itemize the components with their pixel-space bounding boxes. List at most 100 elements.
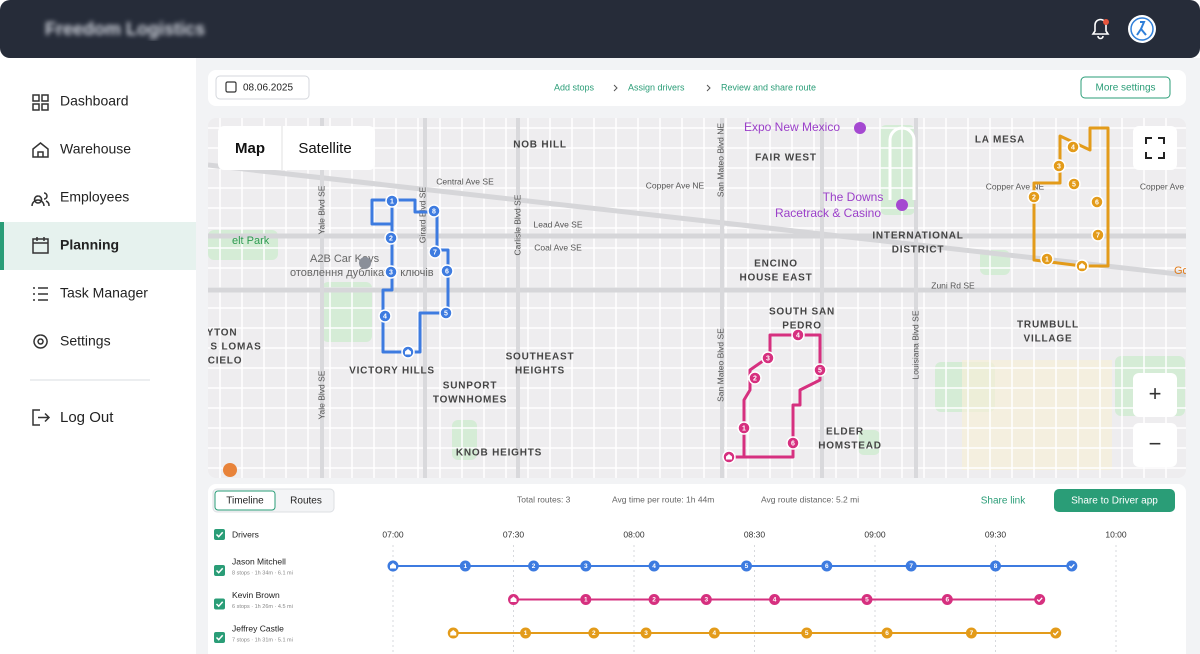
map-label: elt Park	[232, 235, 270, 247]
route-stop[interactable]	[1091, 228, 1105, 242]
share-link[interactable]: Share link	[981, 496, 1026, 507]
stop-marker[interactable]	[648, 560, 660, 572]
share-button-label[interactable]: Share to Driver app	[1071, 496, 1158, 507]
more-settings-label[interactable]: More settings	[1095, 83, 1155, 94]
date[interactable]: 08.06.2025	[243, 83, 293, 94]
logout[interactable]: Log Out	[32, 409, 114, 426]
route-stop[interactable]	[378, 309, 392, 323]
route-stop[interactable]	[761, 351, 775, 365]
zoom-label[interactable]: +	[1149, 381, 1162, 406]
route-stop[interactable]	[384, 265, 398, 279]
map-mode[interactable]: Satellite	[298, 140, 351, 157]
map[interactable]: NOB HILL FAIR WEST LA MESA Expo New Mexico C…	[207, 118, 1192, 478]
stop-marker[interactable]	[990, 560, 1001, 572]
stop-marker[interactable]	[640, 627, 652, 639]
date-picker[interactable]: 08.06.2025	[215, 75, 310, 100]
notifications[interactable]	[1091, 18, 1110, 40]
route-stop[interactable]	[1040, 252, 1054, 266]
step-label[interactable]: Assign drivers	[628, 82, 685, 92]
route-stop[interactable]	[1052, 159, 1066, 173]
menu-item[interactable]: Dashboard	[32, 93, 129, 111]
menu-label[interactable]: Dashboard	[60, 93, 129, 109]
end-marker[interactable]	[1034, 594, 1046, 605]
route-stop[interactable]	[1027, 190, 1041, 204]
menu-label[interactable]: Planning	[60, 237, 119, 253]
step-label[interactable]: Review and share route	[721, 82, 816, 92]
menu-label[interactable]: Task Manager	[60, 285, 148, 301]
stop-number: 2	[532, 563, 536, 570]
route-stop[interactable]	[813, 363, 827, 377]
map-label: San Mateo Blvd NE	[715, 123, 725, 198]
menu-item[interactable]: Warehouse	[32, 141, 131, 158]
menu-item[interactable]: Employees	[31, 189, 129, 207]
map-label: NOB HILL	[513, 140, 567, 151]
done-icon	[1052, 630, 1059, 636]
map-label: Carlisle Blvd SE	[512, 194, 522, 255]
stop-marker[interactable]	[580, 560, 592, 572]
checkbox[interactable]	[214, 632, 225, 643]
stop-marker[interactable]	[740, 560, 752, 572]
zoom-label[interactable]: −	[1149, 431, 1162, 456]
route-stop[interactable]	[786, 436, 800, 450]
stop-marker[interactable]	[700, 594, 712, 605]
stop-marker[interactable]	[965, 627, 977, 639]
route-stop[interactable]	[384, 231, 398, 245]
route-stop[interactable]	[748, 371, 762, 385]
tab-label[interactable]: Timeline	[226, 496, 264, 507]
map-mode[interactable]: Map	[235, 140, 265, 157]
stop-number: 1	[742, 425, 746, 432]
stop-marker[interactable]	[648, 594, 660, 605]
route-stop[interactable]	[439, 306, 453, 320]
checkbox[interactable]	[214, 565, 225, 576]
more-settings[interactable]: More settings	[1080, 76, 1171, 99]
stop-marker[interactable]	[941, 594, 953, 605]
checkmark	[215, 567, 224, 574]
route-stop[interactable]	[1090, 195, 1104, 209]
stop-marker[interactable]	[459, 560, 471, 572]
stop-marker[interactable]	[821, 560, 833, 572]
zoom-button[interactable]	[1133, 373, 1177, 417]
route-stop[interactable]	[737, 421, 751, 435]
checkbox[interactable]	[214, 529, 225, 540]
menu-label[interactable]: Warehouse	[60, 141, 131, 157]
driver-name: Jason Mitchell	[232, 556, 286, 566]
stop-marker[interactable]	[769, 594, 781, 605]
stop-marker[interactable]	[528, 560, 540, 572]
stop-marker[interactable]	[905, 560, 917, 572]
avatar[interactable]	[1128, 15, 1156, 43]
logout-label[interactable]: Log Out	[60, 409, 114, 426]
tab-label[interactable]: Routes	[290, 496, 322, 507]
share-button[interactable]	[1054, 489, 1175, 512]
stop-marker[interactable]	[881, 627, 893, 639]
stop-marker[interactable]	[708, 627, 720, 639]
stop-number: 5	[865, 597, 869, 604]
end-marker[interactable]	[1066, 560, 1078, 572]
stop-marker[interactable]	[588, 627, 600, 639]
stop-number: 7	[1096, 232, 1100, 239]
menu-item[interactable]: Settings	[33, 333, 111, 349]
route-stop[interactable]	[1067, 177, 1081, 191]
stop-number: 8	[432, 208, 436, 215]
route-stop[interactable]	[791, 328, 805, 342]
route-stop[interactable]	[427, 204, 441, 218]
route-stop[interactable]	[428, 245, 442, 259]
menu-item[interactable]: Task Manager	[33, 285, 148, 301]
toolbar	[208, 70, 1186, 106]
route-stop[interactable]	[440, 264, 454, 278]
stop-marker[interactable]	[580, 594, 592, 605]
stop-marker[interactable]	[520, 627, 532, 639]
checkbox[interactable]	[214, 598, 225, 610]
map-label: VILLAGE	[1024, 334, 1073, 345]
stop-number: 1	[390, 198, 394, 205]
route-stop[interactable]	[1066, 140, 1080, 154]
fullscreen-button[interactable]	[1133, 126, 1177, 170]
stop-marker[interactable]	[801, 627, 813, 639]
zoom-button[interactable]	[1133, 423, 1177, 467]
stop-marker[interactable]	[861, 594, 873, 605]
end-marker[interactable]	[1050, 627, 1062, 639]
route-stop[interactable]	[385, 194, 399, 208]
menu-label[interactable]: Settings	[60, 333, 111, 349]
step-label[interactable]: Add stops	[554, 82, 595, 92]
menu-item[interactable]: Planning	[32, 237, 119, 254]
menu-label[interactable]: Employees	[60, 189, 129, 205]
